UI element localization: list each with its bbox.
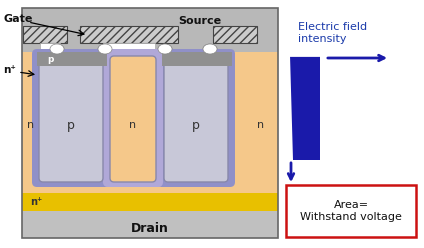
Ellipse shape xyxy=(98,44,112,54)
Text: Drain: Drain xyxy=(131,221,169,235)
Ellipse shape xyxy=(50,44,64,54)
Bar xyxy=(162,52,232,66)
Bar xyxy=(22,52,278,193)
Ellipse shape xyxy=(203,44,217,54)
Bar xyxy=(40,43,60,51)
Bar xyxy=(22,193,278,211)
Ellipse shape xyxy=(158,44,172,54)
Text: p: p xyxy=(192,119,200,131)
Text: n: n xyxy=(28,120,35,130)
FancyBboxPatch shape xyxy=(157,49,235,187)
Text: n: n xyxy=(129,120,137,130)
Text: p: p xyxy=(47,56,53,64)
Text: Source: Source xyxy=(179,16,222,26)
Ellipse shape xyxy=(50,44,64,54)
Text: Area=
Withstand voltage: Area= Withstand voltage xyxy=(300,200,402,222)
Text: n⁺: n⁺ xyxy=(30,197,42,207)
Bar xyxy=(22,211,278,238)
Bar xyxy=(23,26,67,43)
Text: p: p xyxy=(67,119,75,131)
Polygon shape xyxy=(290,55,320,160)
Bar xyxy=(37,52,107,66)
Bar xyxy=(213,26,257,43)
Text: n⁺: n⁺ xyxy=(3,65,16,75)
Bar xyxy=(22,8,278,238)
Bar xyxy=(103,43,155,51)
Ellipse shape xyxy=(203,44,217,54)
Text: Electric field
intensity: Electric field intensity xyxy=(298,22,367,44)
FancyBboxPatch shape xyxy=(164,56,228,182)
Text: Gate: Gate xyxy=(3,14,32,24)
FancyBboxPatch shape xyxy=(39,56,103,182)
Text: n: n xyxy=(257,120,265,130)
Bar xyxy=(80,26,178,43)
Ellipse shape xyxy=(158,44,172,54)
Ellipse shape xyxy=(98,44,112,54)
Bar xyxy=(286,185,416,237)
FancyBboxPatch shape xyxy=(32,49,110,187)
FancyBboxPatch shape xyxy=(103,49,163,187)
FancyBboxPatch shape xyxy=(110,56,156,182)
Bar xyxy=(22,8,278,52)
